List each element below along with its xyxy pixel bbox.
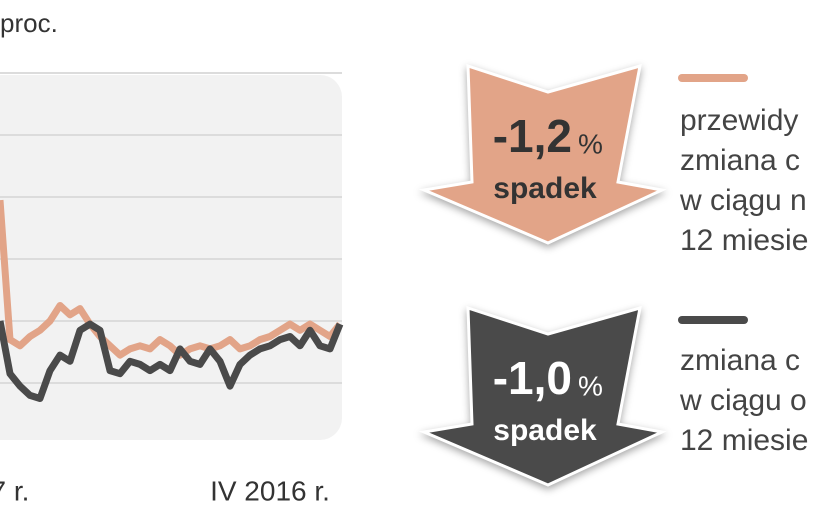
line-series <box>0 320 344 402</box>
change-label: spadek <box>493 172 597 205</box>
annotation-text: zmiana c <box>680 144 800 177</box>
change-unit: % <box>578 370 603 401</box>
arrow <box>418 63 667 245</box>
change-label: spadek <box>493 414 597 447</box>
change-unit: % <box>578 128 603 159</box>
annotation-text: 12 miesie <box>680 424 808 457</box>
y-label: proc. <box>0 8 58 38</box>
annotation-text: w ciągu n <box>679 184 807 217</box>
change-value: -1,2 <box>493 110 572 162</box>
annotation: -1,2 % spadek przewidy zmiana c w ciągu n 12 m… <box>418 63 808 257</box>
annotation-text: przewidy <box>680 104 798 137</box>
annotation-text: 12 miesie <box>680 224 808 257</box>
change-value: -1,0 <box>493 352 572 404</box>
plot-background <box>0 75 342 440</box>
annotation: -1,0 % spadek zmiana c w ciągu o 12 miesie <box>418 305 808 487</box>
arrow <box>418 305 667 487</box>
annotation-text: w ciągu o <box>679 384 807 417</box>
x-tick-label: IV 2016 r. <box>210 475 330 506</box>
line-series <box>0 199 343 359</box>
x-tick-label: 7 r. <box>0 475 29 506</box>
annotation-text: zmiana c <box>680 344 800 377</box>
